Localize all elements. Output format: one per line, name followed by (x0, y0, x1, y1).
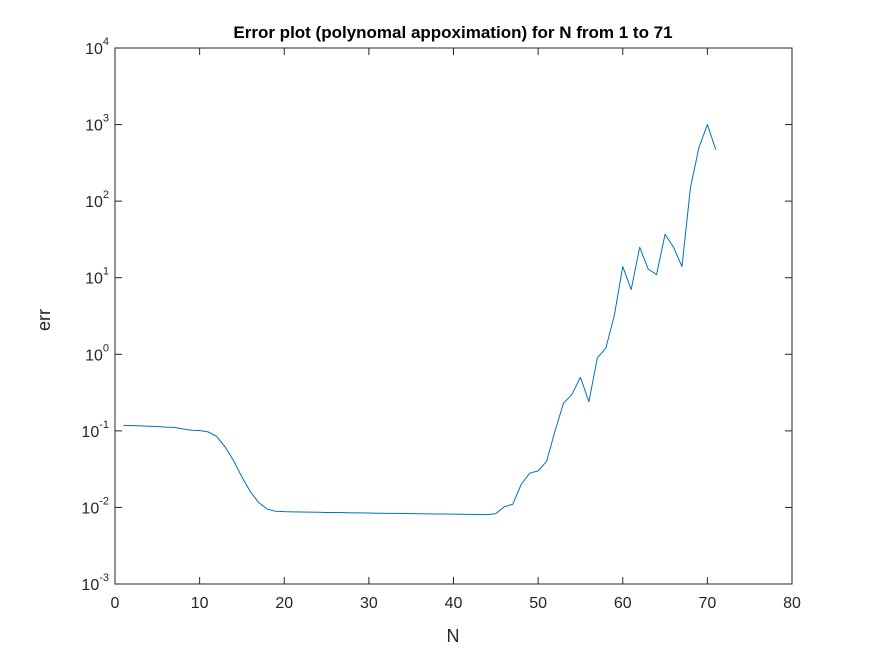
x-tick-label: 70 (698, 595, 716, 612)
y-tick-label: 10-2 (81, 495, 109, 517)
y-tick-label-exponent: -1 (99, 419, 109, 431)
x-tick-label: 0 (111, 595, 120, 612)
axis-ticks: 0 10 20 30 40 50 60 70 8010-310-210-110010110210… (81, 36, 801, 612)
y-tick-label-exponent: -2 (99, 495, 109, 507)
y-tick-label-base: 10 (85, 41, 103, 58)
y-tick-label: 100 (85, 342, 109, 364)
y-tick-label-base: 10 (85, 194, 103, 211)
series-layer (123, 124, 717, 516)
x-tick-label: 40 (445, 595, 463, 612)
y-tick-label-base: 10 (85, 347, 103, 364)
y-axis-label: err (34, 309, 54, 331)
y-tick-label: 10-1 (81, 419, 109, 441)
series-line (123, 124, 717, 516)
y-tick-label-exponent: 0 (103, 342, 109, 354)
y-tick-label-exponent: 2 (103, 189, 109, 201)
y-tick-label: 104 (85, 36, 109, 58)
y-tick-label-exponent: 3 (103, 113, 109, 125)
y-tick-label-base: 10 (81, 577, 99, 594)
chart-title: Error plot (polynomal appoximation) for … (233, 23, 672, 42)
x-tick-label: 50 (529, 595, 547, 612)
y-tick-label-exponent: 4 (103, 36, 109, 48)
x-tick-label: 60 (614, 595, 632, 612)
y-tick-label: 103 (85, 113, 109, 135)
x-tick-label: 80 (783, 595, 801, 612)
y-tick-label-base: 10 (81, 500, 99, 517)
y-tick-label-exponent: -3 (99, 572, 109, 584)
x-tick-label: 30 (360, 595, 378, 612)
y-tick-label-exponent: 1 (103, 266, 109, 278)
y-tick-label: 101 (85, 266, 109, 288)
x-tick-label: 10 (191, 595, 209, 612)
y-tick-label-base: 10 (85, 118, 103, 135)
y-tick-label-base: 10 (85, 271, 103, 288)
y-tick-label: 102 (85, 189, 109, 211)
y-tick-label-base: 10 (81, 424, 99, 441)
y-tick-label: 10-3 (81, 572, 109, 594)
x-tick-label: 20 (275, 595, 293, 612)
x-axis-label: N (447, 626, 460, 646)
